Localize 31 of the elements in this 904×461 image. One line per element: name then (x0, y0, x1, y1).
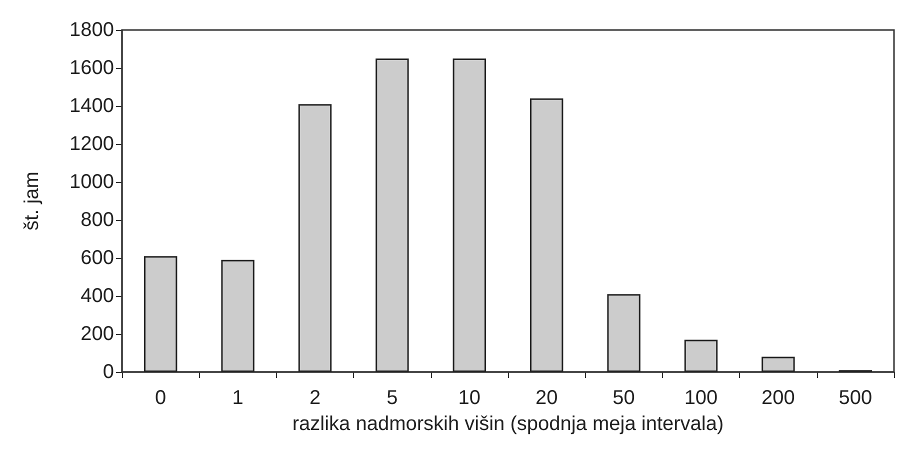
bar (221, 260, 254, 372)
y-tick-label: 1800 (70, 19, 114, 41)
x-tick-label: 1 (232, 387, 244, 409)
x-tick-label: 0 (155, 387, 166, 409)
x-tick-label: 5 (386, 387, 398, 409)
bar (530, 98, 564, 372)
y-tick-label: 0 (102, 361, 114, 383)
x-tick-label: 20 (535, 387, 558, 409)
x-tick-label: 500 (838, 387, 872, 409)
bar (607, 294, 640, 372)
x-tick-label: 2 (309, 387, 321, 409)
y-tick-label: 1400 (70, 95, 114, 117)
x-axis-title: razlika nadmorskih višin (spodnja meja intervala) (292, 413, 724, 435)
y-tick-label: 800 (80, 209, 114, 231)
x-tick-label: 200 (762, 387, 795, 409)
y-tick-label: 1000 (70, 171, 114, 193)
y-tick-label: 400 (80, 285, 114, 307)
y-tick-label: 200 (80, 323, 114, 345)
bar (144, 256, 178, 372)
bar (762, 356, 795, 372)
bar (376, 58, 409, 372)
bar (298, 104, 332, 372)
bar (452, 58, 486, 372)
bar (684, 340, 718, 372)
y-tick-label: 600 (80, 247, 114, 269)
y-axis-title: št. jam (21, 172, 43, 230)
x-tick-label: 10 (458, 387, 481, 409)
x-tick-label: 100 (684, 387, 718, 409)
x-tick-label: 50 (612, 387, 635, 409)
y-tick-label: 1200 (70, 133, 114, 155)
y-tick-label: 1600 (70, 57, 114, 79)
